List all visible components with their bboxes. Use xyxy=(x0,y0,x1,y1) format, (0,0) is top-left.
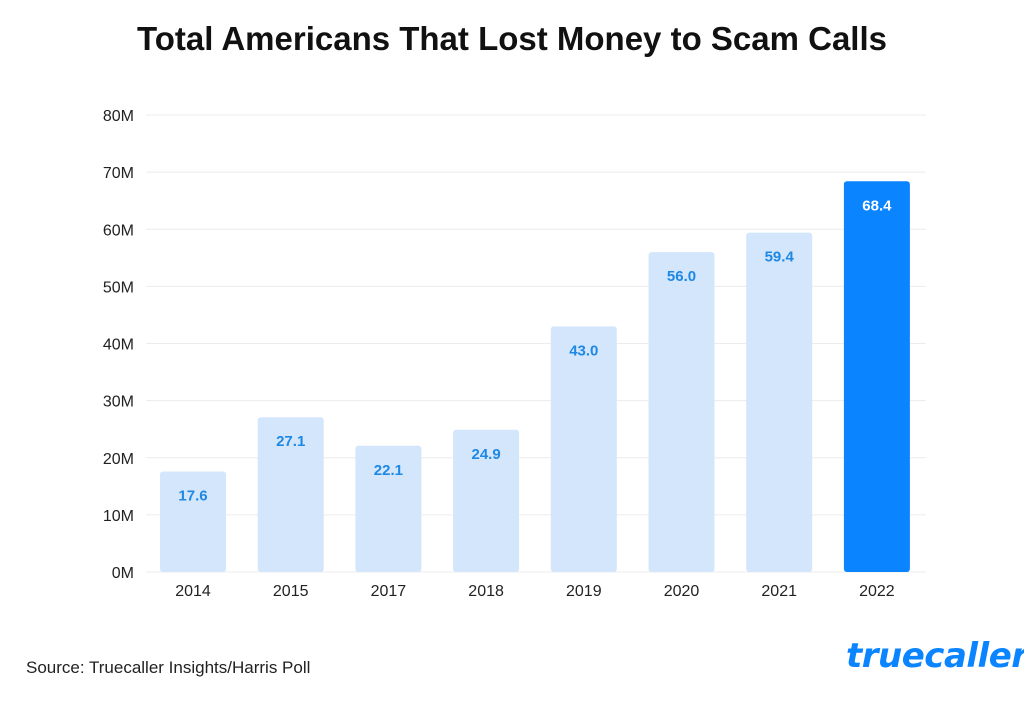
x-tick-label: 2021 xyxy=(761,583,797,600)
source-note: Source: Truecaller Insights/Harris Poll xyxy=(26,658,311,677)
bar-value-label: 43.0 xyxy=(569,342,598,359)
x-tick-label: 2018 xyxy=(468,583,504,600)
x-tick-label: 2014 xyxy=(175,583,211,600)
bar-value-label: 27.1 xyxy=(276,433,305,450)
bar xyxy=(843,181,910,572)
x-tick-label: 2020 xyxy=(664,583,700,600)
bar-value-label: 22.1 xyxy=(374,462,403,479)
chart-title: Total Americans That Lost Money to Scam … xyxy=(137,20,887,57)
bar xyxy=(453,429,520,572)
y-tick-label: 10M xyxy=(103,508,134,525)
bar xyxy=(746,232,813,573)
bar xyxy=(648,252,715,572)
truecaller-logo: truecaller xyxy=(846,636,1024,676)
y-tick-label: 20M xyxy=(103,451,134,468)
y-tick-label: 70M xyxy=(103,165,134,182)
x-tick-label: 2022 xyxy=(859,583,895,600)
bar-value-label: 24.9 xyxy=(471,446,500,463)
y-tick-label: 80M xyxy=(103,108,134,125)
bar-value-label: 17.6 xyxy=(178,487,207,504)
bar xyxy=(355,445,422,572)
y-tick-label: 0M xyxy=(112,565,134,582)
x-tick-label: 2019 xyxy=(566,583,602,600)
y-tick-label: 50M xyxy=(103,279,134,296)
y-tick-label: 30M xyxy=(103,394,134,411)
x-tick-label: 2015 xyxy=(273,583,309,600)
y-tick-label: 40M xyxy=(103,337,134,354)
bar-value-label: 68.4 xyxy=(862,197,892,214)
y-tick-label: 60M xyxy=(103,222,134,239)
bar-value-label: 59.4 xyxy=(765,249,795,266)
bar xyxy=(550,326,617,572)
bar-value-label: 56.0 xyxy=(667,268,696,285)
bar xyxy=(257,417,324,572)
x-tick-label: 2017 xyxy=(371,583,407,600)
bar xyxy=(160,471,226,572)
